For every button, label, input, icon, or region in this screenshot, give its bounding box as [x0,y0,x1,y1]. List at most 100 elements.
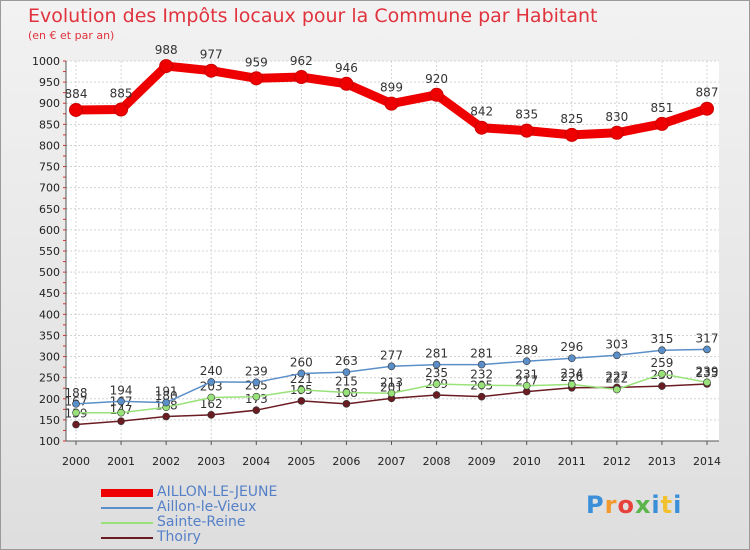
data-label: 920 [425,72,448,86]
logo-letter: t [660,491,674,519]
logo-letter: r [604,491,618,519]
legend-label: Thoiry [157,529,201,545]
data-label: 281 [425,347,448,361]
y-tick-label: 500 [39,266,60,279]
data-label: 235 [425,366,448,380]
data-point [432,380,441,388]
data-label: 835 [515,108,538,122]
x-tick-label: 2010 [513,455,541,468]
data-label: 260 [290,355,313,369]
data-point [432,391,441,399]
data-point [609,125,624,140]
data-point [252,406,261,414]
data-point [432,360,441,369]
data-point [162,398,170,407]
data-point [613,385,621,394]
data-label: 222 [605,371,628,385]
data-point [477,360,486,369]
data-point [429,87,444,102]
x-tick-label: 2006 [332,455,360,468]
data-label: 239 [245,364,268,378]
x-tick-label: 2007 [378,455,406,468]
data-label: 213 [380,375,403,389]
data-point [207,393,216,402]
data-point [297,397,306,405]
x-tick-label: 2009 [468,455,496,468]
data-point [654,116,669,131]
data-point [117,408,125,417]
data-label: 988 [155,43,178,57]
y-tick-label: 300 [39,351,60,364]
x-tick-label: 2013 [648,455,676,468]
data-label: 239 [696,364,719,378]
data-label: 887 [696,86,719,100]
data-point [342,368,351,376]
data-label: 281 [470,347,493,361]
data-label: 235 [696,366,719,380]
data-label: 317 [696,331,719,345]
data-label: 217 [515,374,538,388]
y-tick-label: 900 [39,97,60,110]
x-tick-label: 2012 [603,455,631,468]
data-point [72,400,80,408]
data-label: 851 [650,101,673,115]
y-tick-label: 600 [39,224,60,237]
data-label: 231 [515,368,538,382]
legend-label: AILLON-LE-JEUNE [157,484,278,500]
y-tick-label: 700 [39,182,60,195]
y-tick-label: 800 [39,139,60,152]
data-point [114,102,129,117]
data-label: 234 [560,366,583,380]
logo-letter: i [651,491,661,519]
legend-swatch [101,507,153,509]
data-label: 203 [200,380,223,394]
data-point [204,63,219,78]
data-label: 226 [560,370,583,384]
data-label: 227 [605,369,628,383]
data-label: 296 [560,340,583,354]
data-label: 259 [650,356,673,370]
data-label: 899 [380,81,403,95]
x-tick-label: 2000 [62,455,90,468]
data-label: 277 [380,348,403,362]
data-point [249,71,264,86]
data-label: 303 [605,337,628,351]
y-tick-label: 650 [39,203,60,216]
x-tick-label: 2003 [197,455,225,468]
y-tick-label: 1000 [32,55,60,68]
data-point [159,59,174,74]
data-label: 315 [650,332,673,346]
data-label: 962 [290,54,313,68]
x-tick-label: 2001 [107,455,135,468]
data-label: 194 [110,383,133,397]
data-point [387,389,396,398]
data-point [72,420,80,429]
data-point [162,412,170,421]
data-label: 884 [65,87,88,101]
data-label: 263 [335,354,358,368]
x-tick-label: 2005 [287,455,315,468]
data-point [342,388,351,397]
chart-title: Evolution des Impôts locaux pour la Comm… [28,5,598,27]
data-label: 215 [335,374,358,388]
data-label: 825 [560,112,583,126]
legend-swatch [101,489,153,497]
data-point [207,378,216,386]
data-label: 191 [155,385,178,399]
data-point [703,345,711,354]
data-point [567,380,576,389]
data-point [477,392,486,401]
data-point [117,397,125,406]
data-point [567,354,576,363]
y-tick-label: 450 [39,287,60,300]
data-label: 830 [605,110,628,124]
data-label: 289 [515,343,538,357]
y-tick-label: 400 [39,308,60,321]
y-tick-label: 950 [39,76,60,89]
data-point [342,400,351,408]
data-point [207,411,216,419]
data-label: 240 [200,364,223,378]
y-tick-label: 200 [39,393,60,406]
